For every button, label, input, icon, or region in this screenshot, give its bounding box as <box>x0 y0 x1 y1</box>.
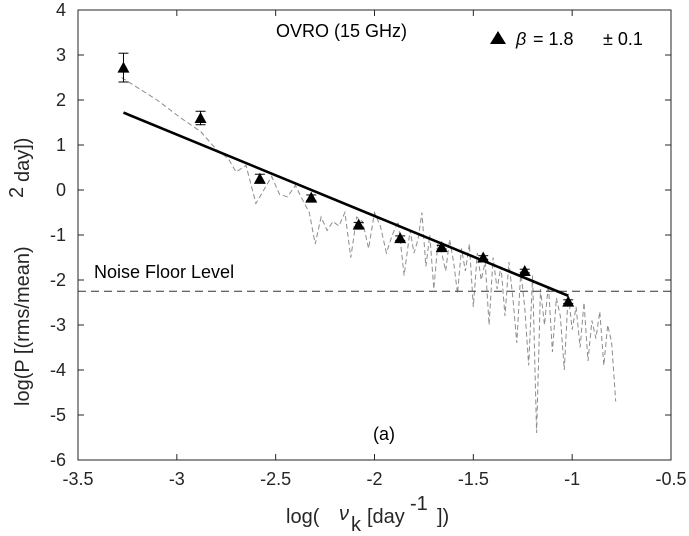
y-tick-label: 1 <box>56 135 66 155</box>
binned-point <box>352 218 365 230</box>
legend: β = 1.8 ± 0.1 <box>490 29 643 49</box>
y-tick-label: -3 <box>50 315 66 335</box>
y-tick-label: 3 <box>56 45 66 65</box>
legend-marker-triangle <box>490 31 506 44</box>
noise-floor-label: Noise Floor Level <box>94 262 234 282</box>
x-tick-label: -3 <box>169 469 185 489</box>
binned-point <box>477 251 490 263</box>
x-axis-title-sub: k <box>351 514 362 536</box>
x-axis-title: log( ν k [day -1 ]) <box>286 493 449 536</box>
y-tick-label: -1 <box>50 225 66 245</box>
legend-beta-symbol: β <box>515 29 526 49</box>
y-axis-title: log(P [(rms/mean) 2 day]) <box>6 138 34 406</box>
binned-point <box>194 112 207 123</box>
binned-point <box>305 191 318 203</box>
axes: -3.5 -3 -2.5 -2 -1.5 -1 -0.5 -6 -5 -4 -3 -2 -1 0 1 2 3 4 <box>50 0 687 489</box>
binned-point <box>117 61 130 73</box>
y-axis-title-end: day]) <box>12 138 34 182</box>
fit-line <box>122 111 569 297</box>
x-axis-title-log: log( <box>286 506 320 528</box>
y-tick-label: 4 <box>56 0 66 20</box>
binned-point <box>394 232 407 244</box>
x-tick-label: -2.5 <box>260 469 291 489</box>
y-tick-label: 2 <box>56 90 66 110</box>
periodogram-line <box>121 77 617 434</box>
plot-area <box>78 52 671 434</box>
legend-error: ± 0.1 <box>603 29 643 49</box>
y-tick-label: 0 <box>56 180 66 200</box>
x-tick-label: -3.5 <box>62 469 93 489</box>
x-axis-title-sup: -1 <box>410 493 428 515</box>
chart-title: OVRO (15 GHz) <box>276 21 407 41</box>
binned-point <box>562 295 575 307</box>
y-axis-title-main: log(P [(rms/mean) <box>12 246 34 406</box>
x-tick-label: -2 <box>366 469 382 489</box>
binned-point <box>435 241 448 253</box>
x-axis-title-unit: [day <box>367 506 405 528</box>
x-axis-title-end: ]) <box>437 506 449 528</box>
x-tick-label: -1 <box>564 469 580 489</box>
panel-label: (a) <box>373 424 395 444</box>
binned-point <box>518 265 531 276</box>
y-tick-label: -2 <box>50 270 66 290</box>
y-axis-title-sup: 2 <box>6 187 28 198</box>
x-tick-label: -0.5 <box>655 469 686 489</box>
y-tick-label: -5 <box>50 405 66 425</box>
x-axis-title-nu: ν <box>339 503 349 525</box>
binned-point <box>253 172 266 184</box>
legend-value: = 1.8 <box>533 29 574 49</box>
y-tick-label: -6 <box>50 450 66 470</box>
x-tick-label: -1.5 <box>458 469 489 489</box>
y-tick-label: -4 <box>50 360 66 380</box>
